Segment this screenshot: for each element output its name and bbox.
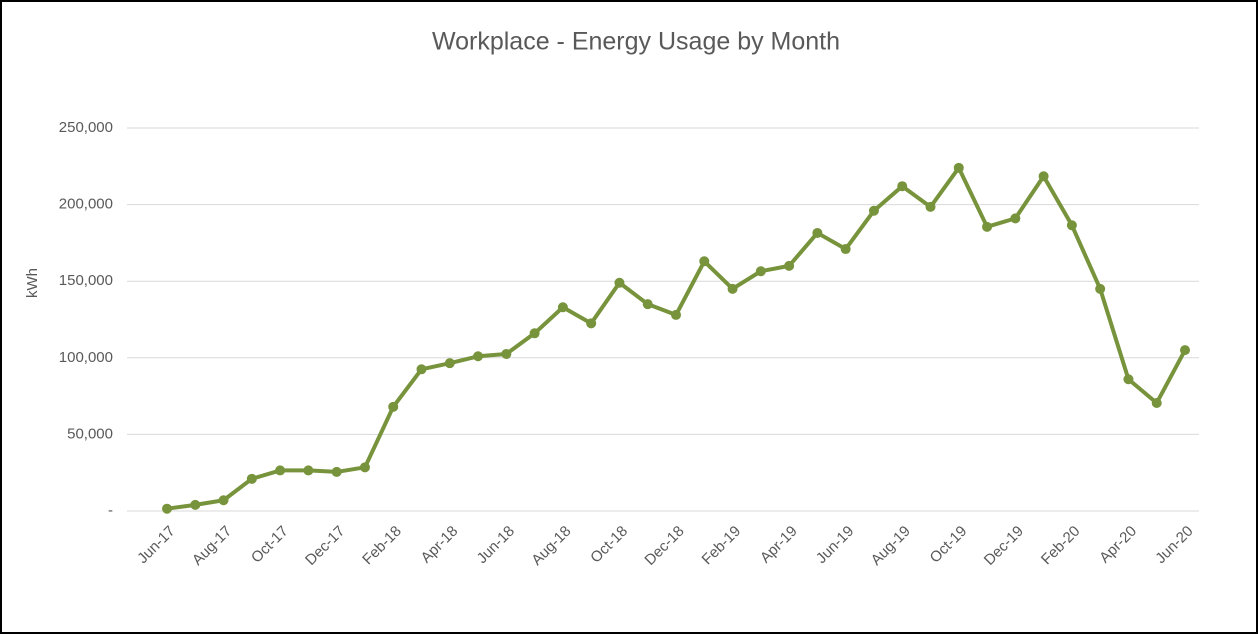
data-point [614, 277, 625, 288]
data-point [529, 328, 540, 339]
data-point [784, 260, 795, 271]
data-point [699, 256, 710, 267]
data-point [642, 299, 653, 310]
data-point [982, 221, 993, 232]
data-point [303, 465, 314, 476]
data-point [897, 181, 908, 192]
data-point [190, 499, 201, 510]
data-point [1066, 220, 1077, 231]
data-point [755, 266, 766, 277]
data-point [840, 244, 851, 255]
y-tick-label: 250,000 [59, 119, 113, 136]
data-point [812, 227, 823, 238]
data-point [671, 309, 681, 320]
y-tick-label: 150,000 [59, 272, 113, 289]
data-point [218, 495, 229, 506]
data-point [1038, 171, 1049, 182]
data-point [1180, 345, 1190, 356]
data-point [444, 358, 455, 369]
data-point [925, 201, 936, 212]
y-tick-label: 100,000 [59, 349, 113, 366]
data-point [473, 351, 484, 362]
data-point [1095, 283, 1106, 294]
data-point [586, 318, 597, 329]
chart-title: Workplace - Energy Usage by Month [432, 28, 840, 56]
data-point [727, 283, 738, 294]
y-axis-label: kWh [24, 268, 41, 298]
data-point [868, 205, 879, 216]
data-point [388, 401, 399, 412]
data-point [501, 348, 512, 359]
data-point [246, 473, 257, 484]
data-point [275, 465, 286, 476]
data-point [162, 503, 172, 514]
y-tick-label: 50,000 [67, 425, 113, 442]
data-point [1123, 374, 1134, 385]
y-tick-label: 200,000 [59, 196, 113, 213]
data-point [1010, 213, 1021, 224]
data-point [416, 364, 427, 375]
data-point [359, 462, 370, 473]
data-point [331, 466, 342, 477]
data-point [1151, 397, 1162, 408]
y-tick-label: - [108, 502, 113, 519]
data-point [557, 302, 568, 313]
data-point [953, 162, 964, 173]
